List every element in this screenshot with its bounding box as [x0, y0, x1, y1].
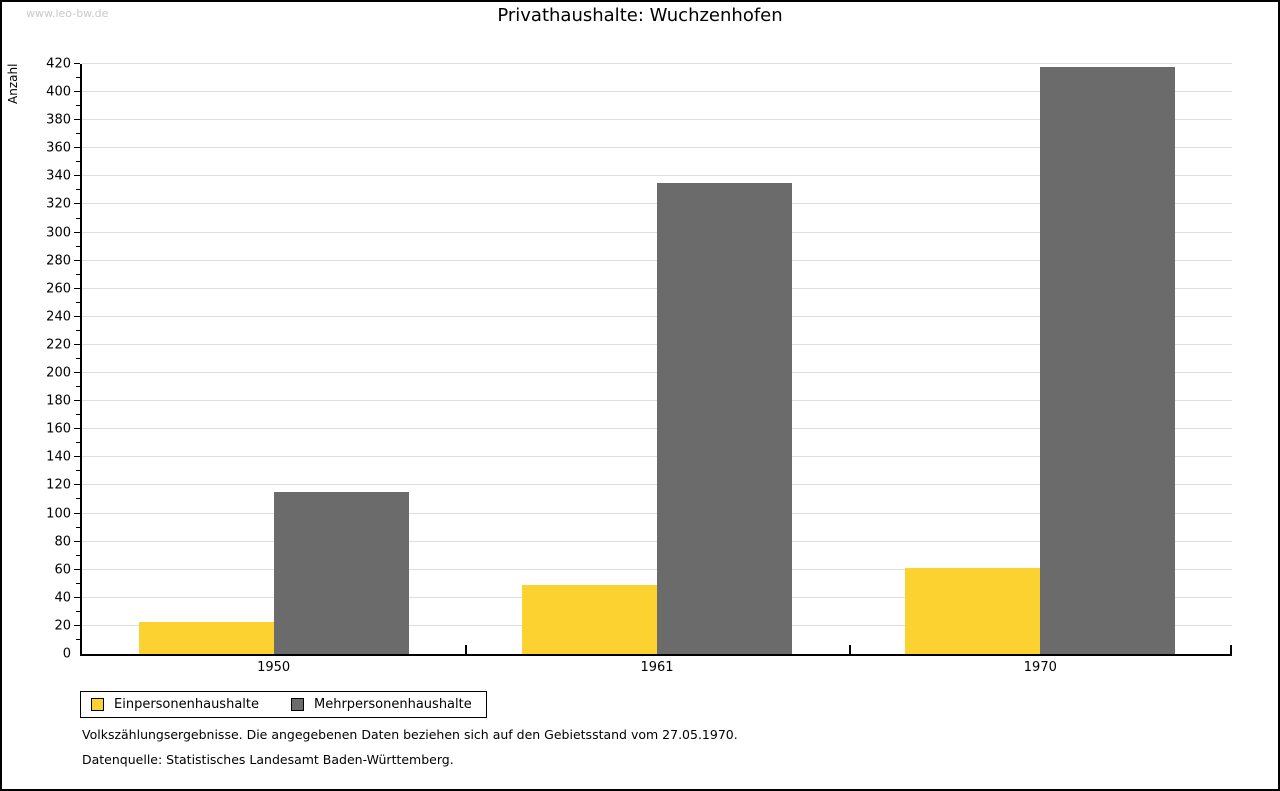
x-tick-label: 1970	[1023, 660, 1057, 675]
y-tick-label: 420	[46, 56, 71, 72]
y-tick	[74, 63, 80, 64]
y-tick	[74, 315, 80, 317]
y-tick-label: 340	[46, 168, 71, 184]
bar-einpersonenhaushalte	[138, 621, 274, 654]
y-minor-tick	[76, 189, 80, 191]
y-minor-tick	[76, 386, 80, 388]
footnote-census-note: Volkszählungsergebnisse. Die angegebenen…	[82, 727, 738, 742]
y-tick	[74, 372, 80, 374]
y-tick	[74, 175, 80, 177]
legend: Einpersonenhaushalte Mehrpersonenhaushalt…	[80, 691, 487, 718]
y-minor-tick	[76, 526, 80, 528]
y-tick	[74, 624, 80, 626]
y-tick	[74, 484, 80, 486]
y-tick-label: 380	[46, 112, 71, 128]
y-tick-label: 180	[46, 393, 71, 409]
chart-title: Privathaushalte: Wuchzenhofen	[497, 5, 783, 26]
legend-item: Mehrpersonenhaushalte	[291, 697, 472, 712]
y-minor-tick	[76, 554, 80, 556]
bar-mehrpersonenhaushalte	[1040, 66, 1176, 654]
y-tick	[74, 343, 80, 345]
bar-mehrpersonenhaushalte	[657, 183, 792, 654]
legend-label: Einpersonenhaushalte	[114, 697, 259, 712]
bar-einpersonenhaushalte	[905, 568, 1041, 654]
y-tick-label: 120	[46, 477, 71, 493]
legend-item: Einpersonenhaushalte	[91, 697, 259, 712]
y-minor-tick	[76, 105, 80, 107]
y-axis-label: Anzahl	[6, 63, 20, 104]
x-tick	[1230, 645, 1232, 654]
y-minor-tick	[76, 273, 80, 275]
x-tick-label: 1961	[640, 660, 674, 675]
y-minor-tick	[76, 582, 80, 584]
y-minor-tick	[76, 245, 80, 247]
footnote-data-source: Datenquelle: Statistisches Landesamt Bad…	[82, 752, 454, 767]
legend-color-swatch	[91, 698, 104, 711]
y-minor-tick	[76, 470, 80, 472]
y-minor-tick	[76, 414, 80, 416]
y-tick-label: 280	[46, 253, 71, 269]
y-tick-label: 200	[46, 365, 71, 381]
y-minor-tick	[76, 329, 80, 331]
y-tick	[74, 512, 80, 514]
y-tick-label: 400	[46, 84, 71, 100]
gridline	[82, 147, 1232, 149]
gridline	[82, 175, 1232, 177]
y-tick-label: 40	[54, 590, 71, 606]
y-tick	[74, 287, 80, 289]
gridline	[82, 119, 1232, 121]
y-tick-label: 260	[46, 281, 71, 297]
y-tick-label: 360	[46, 140, 71, 156]
y-minor-tick	[76, 442, 80, 444]
bar-mehrpersonenhaushalte	[273, 492, 409, 654]
y-tick-label: 320	[46, 196, 71, 212]
y-minor-tick	[76, 498, 80, 500]
y-tick-label: 240	[46, 309, 71, 325]
gridline	[82, 63, 1232, 64]
y-tick	[74, 540, 80, 542]
legend-label: Mehrpersonenhaushalte	[314, 697, 472, 712]
y-tick	[74, 91, 80, 93]
y-tick	[74, 203, 80, 205]
y-tick	[74, 400, 80, 402]
y-tick	[74, 456, 80, 458]
x-tick	[848, 645, 851, 654]
y-tick-label: 80	[54, 534, 71, 550]
y-tick-label: 0	[62, 646, 71, 662]
y-minor-tick	[76, 133, 80, 135]
y-tick-label: 220	[46, 337, 71, 353]
x-axis-line	[80, 654, 1232, 656]
y-axis-line	[80, 64, 82, 654]
y-tick	[74, 147, 80, 149]
y-minor-tick	[76, 77, 80, 79]
y-tick	[74, 231, 80, 233]
watermark: www.leo-bw.de	[26, 7, 109, 20]
y-tick-label: 160	[46, 421, 71, 437]
y-minor-tick	[76, 638, 80, 640]
y-minor-tick	[76, 161, 80, 163]
y-tick-label: 300	[46, 225, 71, 241]
y-minor-tick	[76, 301, 80, 303]
gridline	[82, 91, 1232, 93]
bar-einpersonenhaushalte	[522, 585, 657, 654]
y-tick	[74, 259, 80, 261]
y-tick	[74, 596, 80, 598]
x-tick-label: 1950	[257, 660, 291, 675]
y-tick	[74, 119, 80, 121]
legend-color-swatch	[291, 698, 304, 711]
x-tick	[465, 645, 468, 654]
y-tick	[74, 428, 80, 430]
plot-area: 0 20 40 60 80 100 120 140 160 180 200 220 240 260 280 3…	[46, 57, 1232, 675]
y-tick-label: 20	[54, 618, 71, 634]
y-tick-label: 60	[54, 562, 71, 578]
y-minor-tick	[76, 610, 80, 612]
y-tick	[74, 568, 80, 570]
y-minor-tick	[76, 358, 80, 359]
y-tick-label: 140	[46, 449, 71, 465]
y-minor-tick	[76, 217, 80, 219]
y-tick-label: 100	[46, 506, 71, 522]
